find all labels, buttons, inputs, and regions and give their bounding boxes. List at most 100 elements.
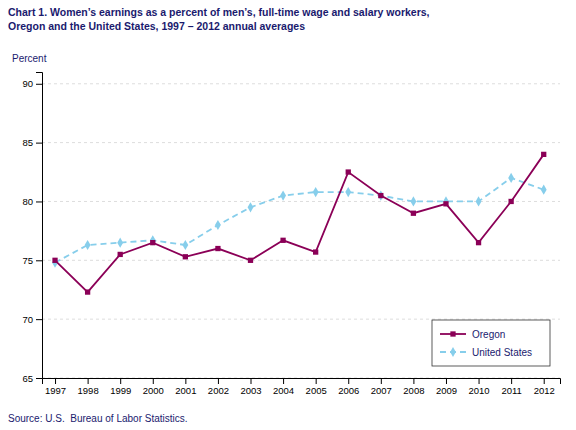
- y-tick-mark: [36, 260, 42, 261]
- grid-line: [42, 319, 560, 320]
- x-tick-label: 2009: [436, 385, 457, 396]
- y-tick-label: 75: [22, 255, 33, 266]
- series-marker: [52, 258, 58, 268]
- x-tick: 2012: [534, 378, 555, 396]
- x-tick: 2007: [371, 378, 392, 396]
- x-tick-mark: [446, 378, 447, 384]
- title: Chart 1. Women’s earnings as a percent o…: [8, 6, 430, 32]
- y-tick-label: 80: [22, 196, 33, 207]
- grid-line: [42, 260, 560, 261]
- series-marker: [541, 185, 547, 195]
- x-tick-mark: [479, 378, 480, 384]
- legend-box: [432, 320, 550, 366]
- series-line: [55, 154, 544, 292]
- x-tick: 1997: [45, 378, 66, 396]
- x-tick: 2010: [468, 378, 489, 396]
- grid-line: [42, 201, 560, 202]
- y-tick-mark: [36, 378, 42, 379]
- series-marker: [508, 173, 514, 183]
- y-tick: 85: [22, 137, 42, 148]
- x-tick: 2006: [338, 378, 359, 396]
- series-marker: [215, 246, 220, 251]
- y-axis-line: [36, 73, 43, 379]
- series-marker: [476, 240, 481, 245]
- plot: 1997 1998 1999 2000 2001 2002 2003 2004 2005 2006…: [22, 73, 560, 396]
- legend-label: Oregon: [472, 329, 505, 340]
- series-marker: [541, 152, 546, 157]
- series-marker: [85, 289, 90, 294]
- x-tick: 2005: [306, 378, 327, 396]
- x-tick-label: 2008: [403, 385, 424, 396]
- series-marker: [280, 238, 285, 243]
- series-marker: [476, 196, 482, 206]
- legend-marker: [450, 331, 455, 336]
- series-marker: [508, 199, 513, 204]
- x-tick: 2003: [240, 378, 261, 396]
- x-tick-label: 2002: [208, 385, 229, 396]
- x-tick-label: 2005: [306, 385, 327, 396]
- x-tick-label: 2003: [240, 385, 261, 396]
- x-tick: 1999: [110, 378, 131, 396]
- x-tick-mark: [348, 378, 349, 384]
- x-tick: 2004: [273, 378, 294, 396]
- x-tick: 1998: [78, 378, 99, 396]
- x-tick-mark: [185, 378, 186, 384]
- chart-svg: Chart 1. Women’s earnings as a percent o…: [0, 0, 576, 430]
- legend-marker: [450, 347, 456, 357]
- series-marker: [215, 220, 221, 230]
- series-marker: [410, 196, 416, 206]
- y-tick: 75: [22, 255, 42, 266]
- x-tick-mark: [55, 378, 56, 384]
- grid-line: [42, 142, 560, 143]
- series-marker: [52, 258, 57, 263]
- legend-label: United States: [472, 347, 532, 358]
- series-marker: [182, 240, 188, 250]
- x-tick-label: 2010: [468, 385, 489, 396]
- x-tick-label: 2000: [143, 385, 164, 396]
- x-tick-mark: [413, 378, 414, 384]
- x-tick: 2011: [501, 378, 521, 396]
- y-tick-label: 65: [22, 373, 33, 384]
- y-tick-label: 70: [22, 314, 33, 325]
- series-marker: [85, 240, 91, 250]
- series-marker: [150, 240, 155, 245]
- series-marker: [345, 187, 351, 197]
- legend-item: United States: [440, 347, 532, 358]
- series-marker: [313, 249, 318, 254]
- x-tick-label: 2007: [371, 385, 392, 396]
- x-tick: 2002: [208, 378, 229, 396]
- x-tick-label: 2001: [175, 385, 196, 396]
- series-marker: [313, 187, 319, 197]
- series-marker: [150, 235, 156, 245]
- y-tick-label: 85: [22, 137, 33, 148]
- x-tick: 2000: [143, 378, 164, 396]
- x-tick: 2001: [175, 378, 196, 396]
- title-line: Oregon and the United States, 1997 – 201…: [8, 20, 305, 32]
- x-tick-label: 2012: [534, 385, 555, 396]
- x-tick-label: 2004: [273, 385, 294, 396]
- x-tick-mark: [251, 378, 252, 384]
- x-tick-label: 2006: [338, 385, 359, 396]
- y-tick-mark: [36, 319, 42, 320]
- y-tick: 80: [22, 196, 42, 207]
- x-tick-label: 1998: [78, 385, 99, 396]
- series-marker: [183, 254, 188, 259]
- x-axis: 1997 1998 1999 2000 2001 2002 2003 2004 2005 2006…: [43, 378, 561, 396]
- y-tick-mark: [36, 201, 42, 202]
- x-tick-mark: [218, 378, 219, 384]
- y-tick-label: 90: [22, 78, 33, 89]
- x-tick-label: 1999: [110, 385, 131, 396]
- y-tick-mark: [36, 143, 42, 144]
- series-marker: [346, 169, 351, 174]
- y-tick: 90: [22, 78, 42, 89]
- title-line: Chart 1. Women’s earnings as a percent o…: [8, 6, 430, 18]
- x-tick-mark: [511, 378, 512, 384]
- series-marker: [443, 201, 448, 206]
- x-tick-mark: [544, 378, 545, 384]
- grid: [42, 84, 560, 378]
- series-marker: [118, 252, 123, 257]
- x-tick-mark: [153, 378, 154, 384]
- series-marker: [248, 202, 254, 212]
- y-tick-mark: [36, 84, 42, 85]
- x-tick-mark: [120, 378, 121, 384]
